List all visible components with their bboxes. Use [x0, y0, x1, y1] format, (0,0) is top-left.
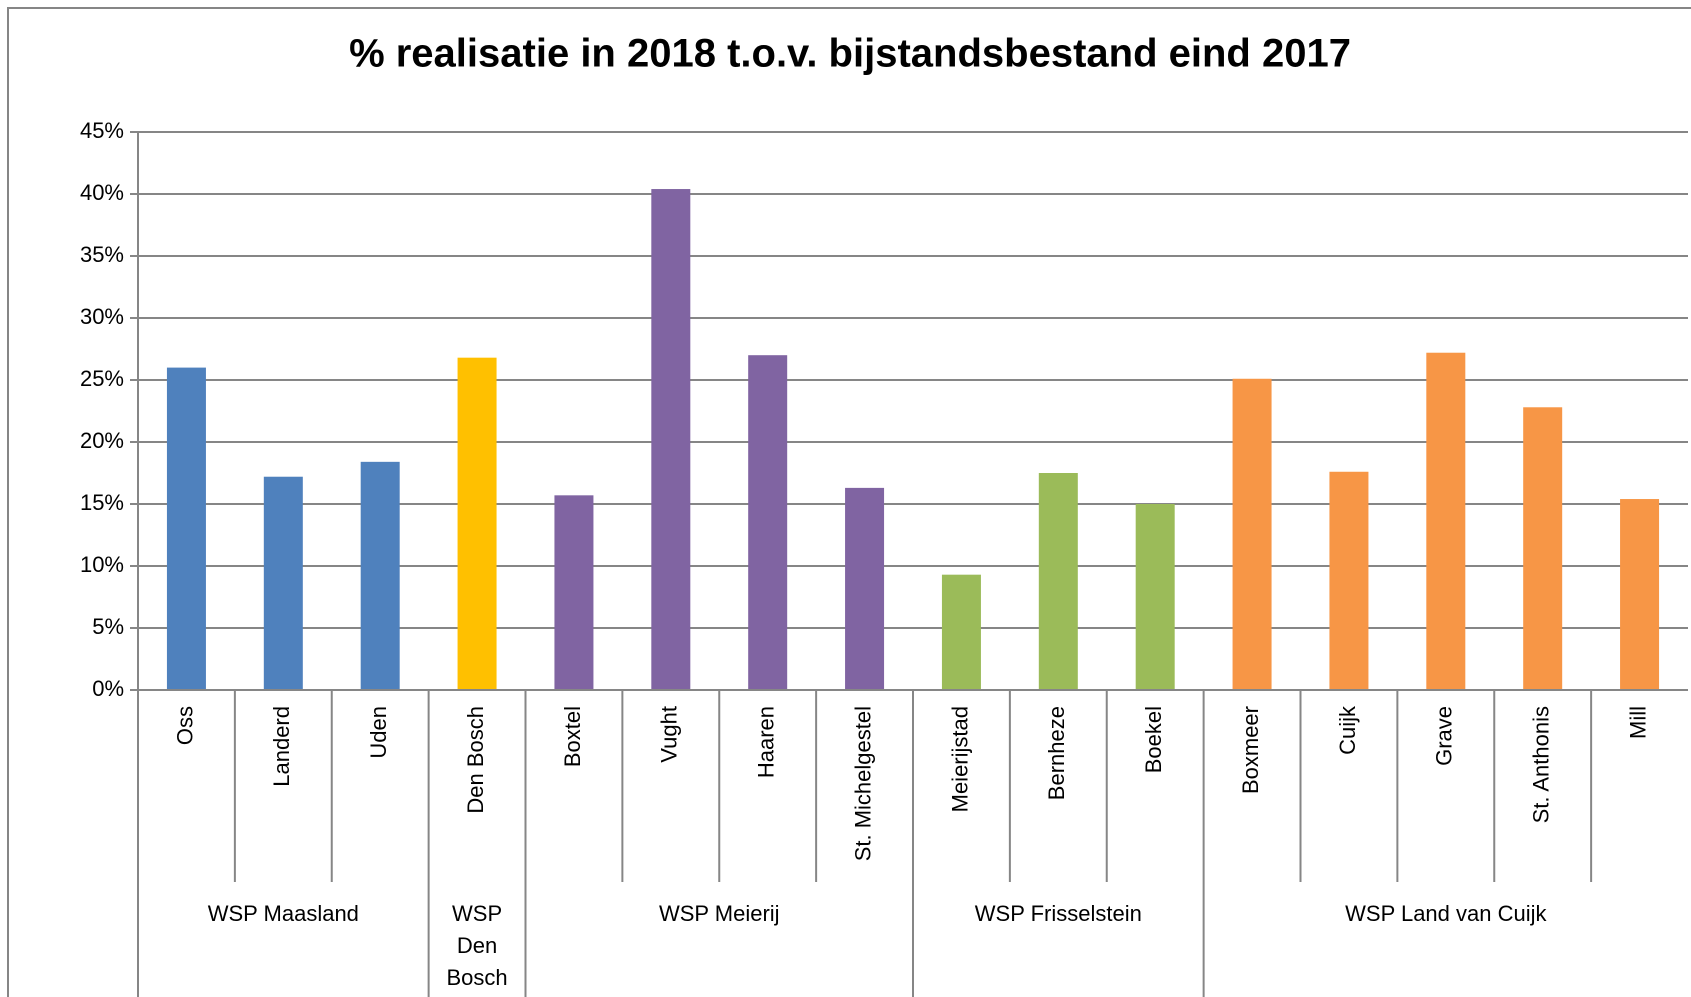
x-tick-label: St. Anthonis	[1529, 706, 1554, 823]
bar	[1135, 504, 1175, 690]
y-tick-label: 40%	[80, 180, 124, 205]
bar	[1038, 473, 1078, 690]
bar	[845, 487, 885, 690]
x-tick-label: Uden	[366, 706, 391, 759]
bar	[1426, 352, 1466, 690]
group-label: WSP Frisselstein	[975, 901, 1142, 926]
y-tick-label: 0%	[92, 676, 124, 701]
x-tick-label: Den Bosch	[463, 706, 488, 814]
x-tick-label: Haaren	[754, 706, 779, 778]
bar	[941, 574, 981, 690]
bar	[1523, 407, 1563, 690]
x-tick-label: Meierijstad	[947, 706, 972, 812]
bar	[263, 476, 303, 690]
y-tick-label: 30%	[80, 304, 124, 329]
x-tick-label: Cuijk	[1335, 705, 1360, 755]
bar	[1329, 471, 1369, 690]
y-tick-label: 5%	[92, 614, 124, 639]
chart-title: % realisatie in 2018 t.o.v. bijstandsbes…	[349, 32, 1351, 76]
y-tick-label: 35%	[80, 242, 124, 267]
group-label: WSP Den Bosch	[446, 901, 507, 990]
x-tick-label: St. Michelgestel	[850, 706, 875, 861]
bar	[1620, 499, 1660, 690]
x-tick-label: Boxmeer	[1238, 706, 1263, 794]
bar	[651, 189, 691, 691]
y-tick-label: 20%	[80, 428, 124, 453]
x-tick-label: Mill	[1625, 706, 1650, 739]
x-tick-label: Boxtel	[560, 706, 585, 767]
group-label: WSP Meierij	[659, 901, 780, 926]
y-tick-label: 45%	[80, 118, 124, 143]
y-tick-label: 15%	[80, 490, 124, 515]
bar	[360, 461, 400, 690]
y-tick-label: 10%	[80, 552, 124, 577]
bar	[166, 367, 206, 690]
x-tick-label: Landerd	[269, 706, 294, 787]
bar	[554, 495, 594, 690]
y-tick-label: 25%	[80, 366, 124, 391]
x-tick-label: Oss	[172, 706, 197, 745]
group-label: WSP Maasland	[208, 901, 359, 926]
group-label: WSP Land van Cuijk	[1345, 901, 1547, 926]
x-tick-label: Grave	[1432, 706, 1457, 766]
x-tick-label: Bernheze	[1044, 706, 1069, 800]
bar	[457, 357, 497, 690]
x-tick-label: Boekel	[1141, 706, 1166, 773]
bar	[1232, 378, 1272, 690]
x-tick-label: Vught	[657, 706, 682, 763]
bar	[748, 355, 788, 690]
